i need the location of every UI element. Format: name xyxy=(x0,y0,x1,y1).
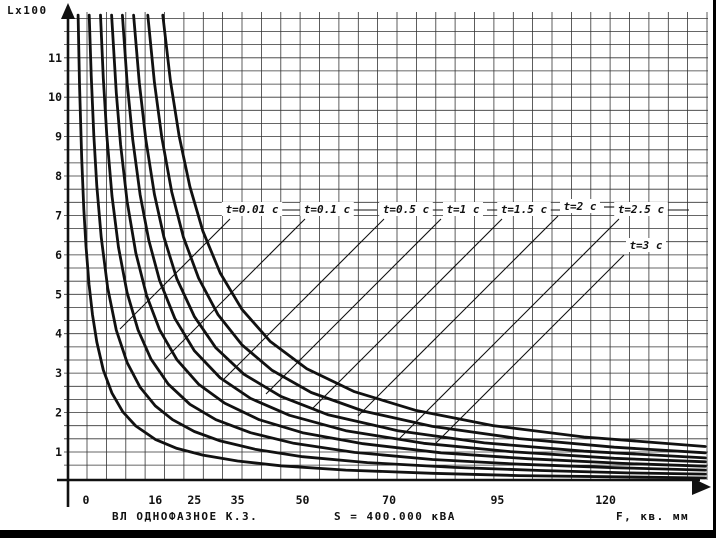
y-tick-label: 3 xyxy=(55,366,62,380)
curve-label-bg xyxy=(300,202,354,216)
curve-labels-layer: t=0.01 c t=0.1 c t=0.5 c t=1 c t=1.5 c t=2 c t… xyxy=(221,199,668,252)
y-tick-label: 7 xyxy=(55,209,62,223)
curve-label-leader xyxy=(164,218,306,360)
x-tick-label: 50 xyxy=(296,493,310,507)
y-axis-title: Lx100 xyxy=(7,4,48,17)
y-tick-label: 1 xyxy=(55,445,62,459)
y-tick-label: 9 xyxy=(55,130,62,144)
y-tick-label: 8 xyxy=(55,169,62,183)
curve-label-leader xyxy=(223,218,385,380)
curve-label-bg xyxy=(614,202,668,216)
x-tick-label: 95 xyxy=(490,493,504,507)
curve-label: t=2.5 c xyxy=(618,203,665,216)
footer-system-label: ВЛ ОДНОФАЗНОЕ К.З. xyxy=(112,510,259,523)
curve-label: t=0.5 c xyxy=(383,203,430,216)
y-tick-label: 10 xyxy=(48,90,62,104)
x-tick-label: 25 xyxy=(187,493,201,507)
curve-label: t=1.5 c xyxy=(501,203,548,216)
curve-t-1-c xyxy=(110,13,707,468)
x-tick-label: 16 xyxy=(148,493,162,507)
y-tick-label: 5 xyxy=(55,287,62,301)
x-axis-title: F, кв. мм xyxy=(616,510,690,523)
curve-label-leader xyxy=(265,218,442,395)
curve-label: t=1 c xyxy=(446,203,479,216)
curve-t-0.5-c xyxy=(99,13,707,472)
x-tick-label: 0 xyxy=(83,493,90,507)
curve-label: t=3 c xyxy=(629,239,662,252)
x-tick-label: 70 xyxy=(382,493,396,507)
curve-label-bg xyxy=(379,202,433,216)
y-tick-label: 2 xyxy=(55,406,62,420)
x-tick-label: 120 xyxy=(595,493,616,507)
x-tick-label: 35 xyxy=(231,493,245,507)
y-tick-label: 11 xyxy=(48,51,62,65)
curve-label-bg xyxy=(626,238,666,252)
curve-label-leader xyxy=(433,254,625,446)
curve-label: t=2 c xyxy=(563,200,596,213)
curve-label: t=0.1 c xyxy=(304,203,351,216)
curve-label-leader xyxy=(357,215,559,417)
footer-power-label: S = 400.000 кВА xyxy=(334,510,456,523)
curve-t-2-c xyxy=(132,13,707,460)
axes-layer xyxy=(57,6,700,507)
y-tick-label: 4 xyxy=(55,327,62,341)
tick-labels-layer: 0 16 25 35 50 70 95 120 1 2 3 4 5 6 7 8 9 10 11 xyxy=(48,51,616,507)
curves-layer xyxy=(76,13,707,480)
curve-label-bg xyxy=(221,202,283,216)
curve-t-3-c xyxy=(161,13,707,448)
curve-t-0.01-c xyxy=(76,13,707,480)
curve-t-0.1-c xyxy=(87,13,707,476)
x-axis-arrow xyxy=(692,478,711,495)
y-axis-arrow xyxy=(61,3,75,19)
curve-label-leader xyxy=(311,218,503,410)
curve-t-1.5-c xyxy=(121,13,707,464)
grid-layer xyxy=(64,12,708,480)
y-tick-label: 6 xyxy=(55,248,62,262)
curve-label-bg xyxy=(560,199,600,213)
leader-lines-layer xyxy=(119,206,689,446)
curve-label-leader xyxy=(398,218,620,440)
curve-t-2.5-c xyxy=(146,13,707,455)
curve-label-bg xyxy=(443,202,483,216)
curve-label: t=0.01 c xyxy=(226,203,279,216)
curve-label-bg xyxy=(497,202,551,216)
